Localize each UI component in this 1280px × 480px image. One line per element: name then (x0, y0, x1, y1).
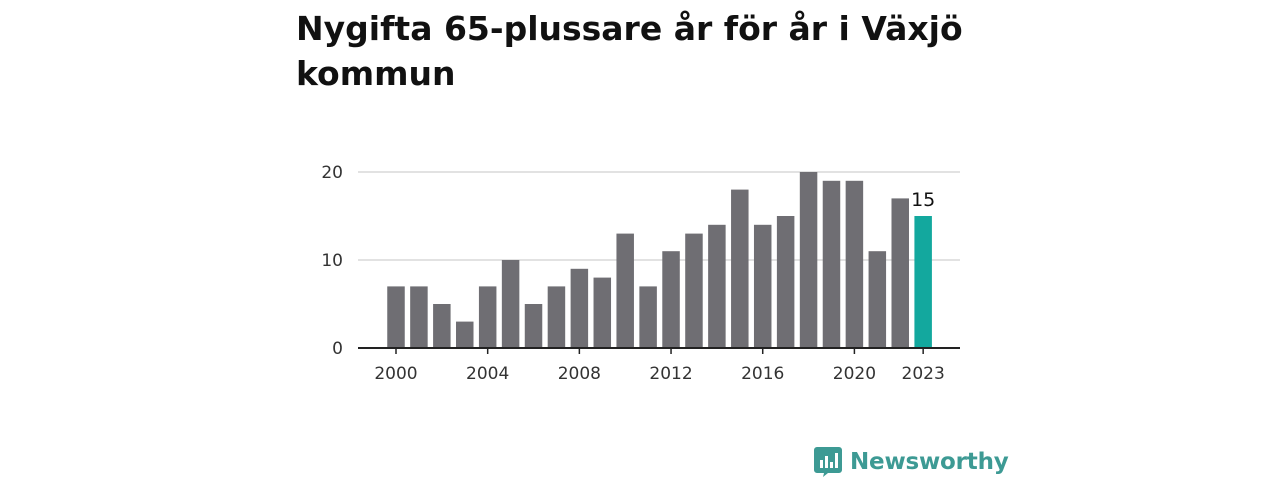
bar-2020 (845, 180, 864, 348)
bar-2006 (524, 304, 543, 348)
bar-2013 (685, 233, 703, 348)
x-tick-label-2004: 2004 (466, 364, 509, 384)
newsworthy-logo: Newsworthy (814, 446, 1009, 478)
y-tick-label-20: 20 (321, 163, 343, 183)
bar-2012 (662, 251, 680, 348)
chart-title: Nygifta 65-plussare år för år i Växjö ko… (296, 9, 963, 93)
bar-2022 (891, 198, 909, 348)
bar-2018 (799, 172, 818, 348)
bar-2019 (822, 180, 841, 348)
bar-2008 (570, 268, 589, 348)
x-tick-label-2016: 2016 (741, 364, 784, 384)
x-tick-label-2023: 2023 (902, 364, 945, 384)
bar-2009 (593, 277, 612, 348)
bar-2002 (433, 304, 451, 348)
bar-2000 (387, 286, 405, 348)
bar-2016 (753, 224, 772, 348)
newsworthy-logo-text: Newsworthy (850, 449, 1009, 475)
bars (387, 172, 932, 348)
x-tick-label-2020: 2020 (833, 364, 876, 384)
bar-2017 (776, 216, 795, 348)
bar-2001 (410, 286, 428, 348)
bar-2005 (501, 260, 520, 348)
bar-2015 (731, 189, 749, 348)
y-tick-label-0: 0 (332, 339, 343, 359)
bar-2010 (616, 233, 634, 348)
bar-2003 (456, 321, 474, 348)
newsworthy-logo-icon (814, 447, 842, 477)
bar-2007 (547, 286, 566, 348)
labels: 0 10 20 15 2000 2004 2008 2012 2016 2020 2023 (321, 163, 960, 384)
bar-2004 (478, 286, 497, 348)
x-tick-label-2012: 2012 (649, 364, 692, 384)
bar-2023 (914, 216, 932, 348)
x-tick-label-2008: 2008 (558, 364, 601, 384)
y-tick-label-10: 10 (321, 251, 343, 271)
gridlines (358, 171, 960, 261)
bar-2011 (639, 286, 657, 348)
bar-chart: 0 10 20 15 2000 2004 2008 2012 2016 2020 2023 (321, 163, 960, 384)
x-tick-label-2000: 2000 (374, 364, 417, 384)
bar-2014 (708, 224, 726, 348)
bar-2021 (868, 251, 887, 348)
data-label-2023: 15 (911, 189, 935, 211)
